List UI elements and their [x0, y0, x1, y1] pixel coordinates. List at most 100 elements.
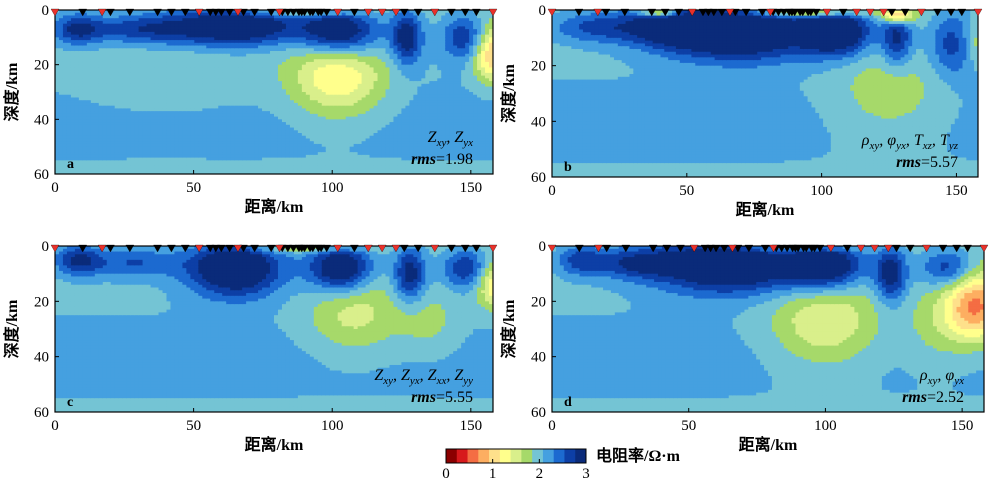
heatmap-cell: [285, 86, 291, 90]
heatmap-cell: [258, 143, 263, 148]
heatmap-cell: [162, 12, 168, 17]
heatmap-cell: [321, 111, 327, 115]
heatmap-cell: [154, 168, 160, 172]
heatmap-cell: [182, 163, 187, 167]
heatmap-cell: [98, 94, 104, 99]
heatmap-cell: [114, 78, 120, 82]
heatmap-cell: [222, 100, 227, 104]
heatmap-cell: [305, 37, 311, 41]
heatmap-cell: [381, 37, 387, 41]
heatmap-cell: [246, 113, 251, 118]
heatmap-cell: [274, 45, 279, 49]
heatmap-cell: [55, 45, 60, 49]
heatmap-cell: [142, 146, 148, 150]
heatmap-cell: [210, 163, 215, 167]
heatmap-cell: [126, 130, 132, 134]
heatmap-cell: [254, 138, 259, 142]
heatmap-cell: [126, 18, 132, 22]
heatmap-cell: [178, 83, 184, 88]
heatmap-cell: [325, 37, 331, 41]
heatmap-cell: [230, 111, 235, 115]
heatmap-cell: [210, 56, 215, 60]
heatmap-cell: [270, 56, 275, 60]
heatmap-cell: [385, 53, 391, 58]
heatmap-cell: [309, 23, 315, 27]
heatmap-cell: [150, 111, 156, 115]
heatmap-cell: [305, 45, 311, 49]
heatmap-cell: [98, 168, 104, 172]
heatmap-cell: [242, 168, 247, 172]
heatmap-cell: [349, 152, 355, 156]
heatmap-cell: [194, 56, 199, 60]
heatmap-cell: [226, 78, 231, 82]
heatmap-cell: [114, 108, 120, 112]
heatmap-cell: [369, 15, 375, 19]
heatmap-cell: [361, 171, 367, 174]
heatmap-cell: [55, 165, 60, 170]
heatmap-cell: [138, 168, 144, 172]
heatmap-cell: [254, 100, 259, 104]
heatmap-cell: [234, 157, 239, 161]
heatmap-cell: [154, 72, 160, 77]
heatmap-cell: [162, 29, 168, 33]
heatmap-cell: [74, 59, 80, 63]
heatmap-cell: [357, 113, 363, 118]
heatmap-cell: [341, 113, 347, 118]
heatmap-cell: [162, 78, 168, 82]
heatmap-cell: [126, 154, 132, 159]
heatmap-cell: [82, 78, 88, 82]
heatmap-cell: [102, 72, 108, 77]
heatmap-cell: [369, 75, 375, 79]
heatmap-cell: [206, 40, 211, 44]
heatmap-cell: [202, 130, 207, 134]
heatmap-cell: [62, 92, 68, 96]
heatmap-cell: [381, 26, 387, 30]
heatmap-cell: [154, 102, 160, 107]
heatmap-cell: [55, 108, 60, 112]
heatmap-cell: [206, 141, 211, 145]
heatmap-cell: [337, 92, 343, 96]
heatmap-cell: [305, 133, 311, 137]
heatmap-cell: [150, 51, 156, 55]
heatmap-cell: [277, 141, 283, 145]
heatmap-cell: [250, 113, 255, 118]
heatmap-cell: [214, 163, 219, 167]
heatmap-cell: [321, 70, 327, 74]
heatmap-cell: [142, 78, 148, 82]
heatmap-cell: [86, 23, 92, 27]
heatmap-cell: [198, 83, 203, 88]
heatmap-cell: [266, 165, 271, 170]
heatmap-cell: [226, 154, 231, 159]
heatmap-cell: [62, 133, 68, 137]
heatmap-cell: [86, 168, 92, 172]
heatmap-cell: [329, 53, 335, 58]
heatmap-cell: [297, 45, 303, 49]
heatmap-cell: [277, 31, 283, 36]
heatmap-cell: [313, 163, 319, 167]
heatmap-cell: [381, 97, 387, 101]
heatmap-cell: [182, 51, 187, 55]
heatmap-cell: [377, 81, 383, 85]
heatmap-cell: [317, 15, 323, 19]
heatmap-cell: [90, 42, 96, 47]
heatmap-cell: [301, 152, 307, 156]
heatmap-cell: [266, 171, 271, 174]
heatmap-cell: [182, 40, 187, 44]
heatmap-cell: [373, 108, 379, 112]
heatmap-cell: [55, 12, 60, 17]
heatmap-cell: [250, 26, 255, 30]
heatmap-cell: [262, 72, 267, 77]
heatmap-cell: [186, 157, 191, 161]
heatmap-cell: [202, 97, 207, 101]
heatmap-cell: [66, 160, 72, 164]
heatmap-cell: [234, 97, 239, 101]
heatmap-cell: [325, 119, 331, 123]
heatmap-cell: [349, 70, 355, 74]
heatmap-cell: [274, 29, 279, 33]
heatmap-cell: [373, 152, 379, 156]
heatmap-cell: [270, 29, 275, 33]
heatmap-cell: [349, 149, 355, 153]
heatmap-cell: [281, 97, 287, 101]
heatmap-cell: [74, 40, 80, 44]
heatmap-cell: [206, 135, 211, 140]
